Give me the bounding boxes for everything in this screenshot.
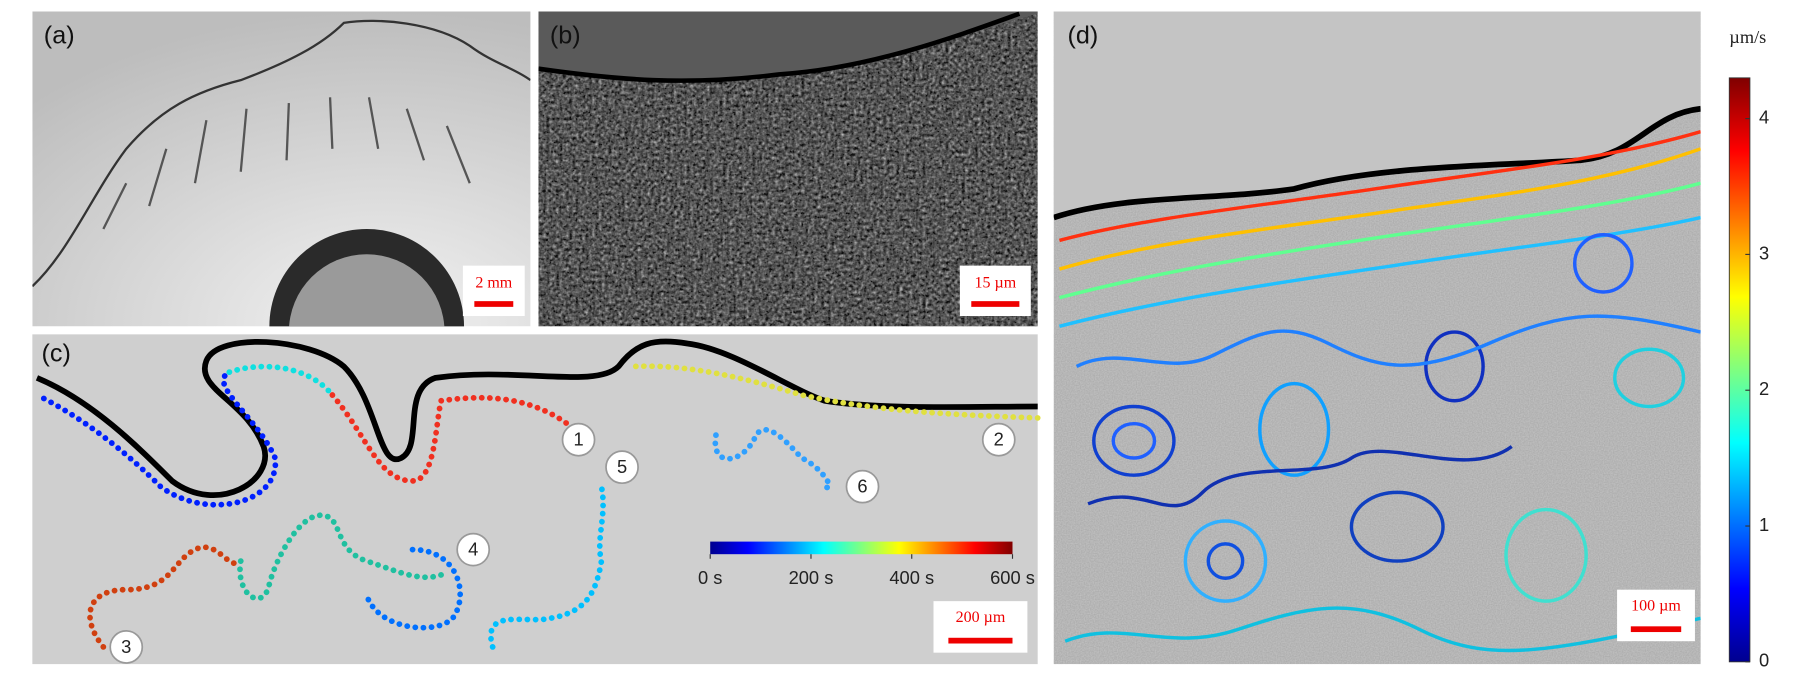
scale-text: 15 µm <box>974 275 1016 292</box>
colorbar-ticks: 0 s 200 s 400 s 600 s <box>698 554 1035 588</box>
scale-box <box>1617 589 1695 642</box>
scale-box <box>462 265 525 317</box>
scale-box <box>933 601 1028 653</box>
colorbar-tick-label: 400 s <box>889 567 934 588</box>
vortex <box>1349 490 1445 563</box>
track-label-circle <box>845 469 880 504</box>
ring-inner <box>289 254 445 327</box>
colorbar-tick-label: 3 <box>1759 242 1769 263</box>
vortex <box>1111 421 1157 460</box>
track-label: 2 <box>994 429 1004 450</box>
vortex <box>1424 330 1485 403</box>
panel-label: (a) <box>44 21 75 49</box>
track-label-circle <box>109 630 144 664</box>
colorbar-unit: µm/s <box>1729 27 1766 47</box>
colony-front <box>32 19 531 288</box>
scale-bar <box>1630 626 1682 633</box>
track-label: 6 <box>857 476 867 497</box>
colorbar-ticks: 0 1 2 3 4 <box>1745 106 1769 671</box>
scale-text: 100 µm <box>1631 598 1681 615</box>
panel-b-image <box>538 11 1038 327</box>
colorbar-tick-label: 0 s <box>698 567 722 588</box>
track-labels: 1 2 3 4 5 6 <box>109 422 1016 664</box>
track-label-circle <box>981 422 1016 457</box>
track-label: 3 <box>121 636 131 657</box>
vortex <box>1572 233 1634 294</box>
panel-label: (b) <box>550 21 581 49</box>
streamline <box>1059 130 1701 243</box>
edge-track <box>329 392 570 484</box>
panel-a-image <box>32 11 531 327</box>
edge-track <box>40 369 279 508</box>
streamline <box>1059 215 1701 328</box>
track-label: 5 <box>617 456 627 477</box>
scale-text: 2 mm <box>475 275 512 292</box>
cell-track <box>237 512 450 602</box>
background <box>32 11 531 327</box>
colorbar-tick-label: 600 s <box>990 567 1035 588</box>
track-label-circle <box>456 532 491 567</box>
scale-bar <box>948 637 1013 644</box>
streamline <box>1058 147 1701 271</box>
vortex <box>1206 542 1245 580</box>
panel-label: (d) <box>1067 21 1098 49</box>
vortex <box>1504 507 1588 603</box>
vortex <box>1613 347 1686 409</box>
colorbar <box>1728 77 1751 663</box>
cell-track <box>488 483 606 650</box>
track-label-circle <box>605 450 639 485</box>
front-line <box>538 11 1021 83</box>
cell-track <box>363 546 463 631</box>
streamline <box>1059 181 1701 300</box>
colorbar-tick-label: 1 <box>1759 514 1769 535</box>
track-label: 1 <box>573 429 583 450</box>
front-line <box>1053 105 1701 221</box>
colorbar-tick-label: 2 <box>1759 378 1769 399</box>
vortex <box>1183 519 1268 603</box>
colorbar-tick-label: 0 <box>1759 650 1769 671</box>
colorbar <box>710 541 1013 555</box>
streamline <box>1075 314 1701 368</box>
track-label: 4 <box>468 539 478 560</box>
streamline <box>1087 445 1513 508</box>
panel-d-image <box>1053 11 1701 665</box>
vortices <box>1064 233 1701 653</box>
edge-track <box>226 363 336 398</box>
colorbar-tick-label: 4 <box>1759 106 1769 127</box>
front-line <box>35 338 1038 498</box>
track-label-circle <box>561 422 596 457</box>
panel-label: (c) <box>42 340 71 368</box>
empty-region <box>538 11 1038 81</box>
scale-text: 200 µm <box>956 609 1006 626</box>
colorbar-tick-label: 200 s <box>789 567 834 588</box>
cell-track <box>712 426 832 491</box>
scale-bar <box>971 301 1020 307</box>
cell-track <box>87 544 244 650</box>
scale-box <box>959 265 1031 317</box>
empty-region <box>1053 11 1701 218</box>
streamline <box>1064 606 1701 653</box>
fingers <box>102 97 471 230</box>
vortex <box>1258 381 1331 477</box>
vortex <box>1092 404 1176 477</box>
scale-bar <box>474 301 514 307</box>
edge-track <box>632 363 1041 421</box>
